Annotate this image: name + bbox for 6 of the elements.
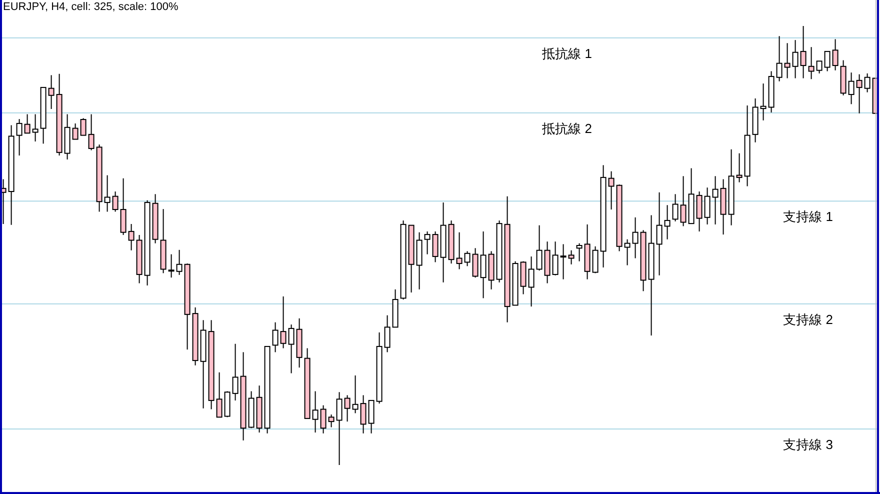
ref-line-label: 支持線 1 xyxy=(783,209,833,224)
chart-title: EURJPY, H4, cell: 325, scale: 100% xyxy=(3,1,178,13)
ref-line-label: 抵抗線 2 xyxy=(541,120,592,136)
ref-line-label: 支持線 2 xyxy=(783,312,833,327)
ref-line-label: 支持線 3 xyxy=(783,437,833,452)
ref-line-label: 抵抗線 1 xyxy=(541,46,592,61)
